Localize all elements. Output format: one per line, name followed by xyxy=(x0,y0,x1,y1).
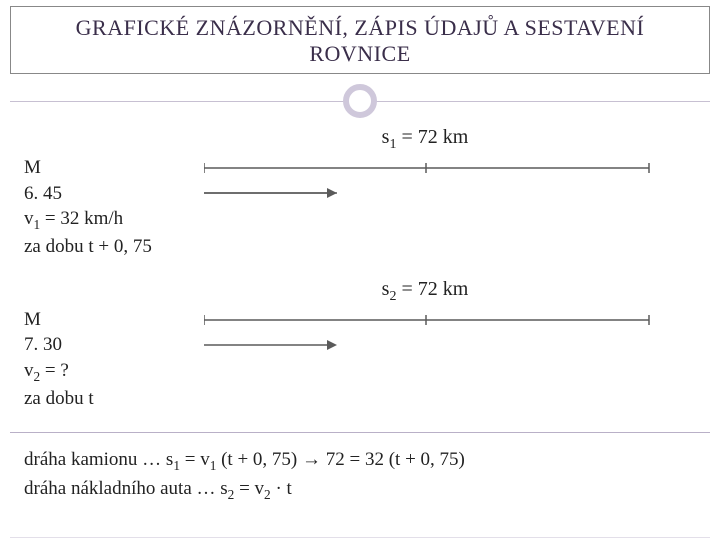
s1-label: s1 = 72 km xyxy=(154,126,696,153)
section2-leftcol: M 7. 30 v2 = ? za dobu t xyxy=(24,307,204,412)
s1-v-pre: v xyxy=(24,208,34,229)
eq2-a: dráha nákladního auta … s xyxy=(24,478,228,499)
s1-m: M xyxy=(24,155,41,181)
equations: dráha kamionu … s1 = v1 (t + 0, 75) → 72… xyxy=(24,446,465,504)
s2-label: s2 = 72 km xyxy=(154,278,696,305)
section2-row: M 7. 30 v2 = ? za dobu t xyxy=(24,307,696,412)
slide-title: GRAFICKÉ ZNÁZORNĚNÍ, ZÁPIS ÚDAJŮ A SESTA… xyxy=(23,15,697,67)
s1-v-post: = 32 km/h xyxy=(40,208,123,229)
s1-v: v1 = 32 km/h xyxy=(24,206,204,234)
content-area: s1 = 72 km M 6. 45 v1 = 32 km/h za dobu … xyxy=(24,126,696,411)
s2-v-pre: v xyxy=(24,360,34,381)
s2-post: = 72 km xyxy=(396,278,468,300)
eq1-a: dráha kamionu … s xyxy=(24,449,173,470)
s2-m: M xyxy=(24,307,41,333)
ring-decoration xyxy=(343,84,377,118)
eq1-c: = v xyxy=(180,449,210,470)
slide: GRAFICKÉ ZNÁZORNĚNÍ, ZÁPIS ÚDAJŮ A SESTA… xyxy=(0,6,720,546)
section2-diagram xyxy=(204,307,696,377)
s2-time: 7. 30 xyxy=(24,332,204,358)
s1-svg xyxy=(204,155,664,225)
s2-v: v2 = ? xyxy=(24,358,204,386)
eq2-d: 2 xyxy=(264,487,271,502)
section1-row: M 6. 45 v1 = 32 km/h za dobu t + 0, 75 xyxy=(24,155,696,260)
s2-duration: za dobu t xyxy=(24,386,204,412)
divider-line xyxy=(10,432,710,433)
eq2-e: · t xyxy=(271,478,292,499)
s2-svg xyxy=(204,307,664,377)
title-box: GRAFICKÉ ZNÁZORNĚNÍ, ZÁPIS ÚDAJŮ A SESTA… xyxy=(10,6,710,74)
s1-post: = 72 km xyxy=(396,126,468,148)
s1-duration: za dobu t + 0, 75 xyxy=(24,234,204,260)
footer-line xyxy=(10,537,710,538)
equation-1: dráha kamionu … s1 = v1 (t + 0, 75) → 72… xyxy=(24,446,465,475)
section1-leftcol: M 6. 45 v1 = 32 km/h za dobu t + 0, 75 xyxy=(24,155,204,260)
eq2-c: = v xyxy=(234,478,264,499)
equation-2: dráha nákladního auta … s2 = v2 · t xyxy=(24,475,465,504)
s2-v-post: = ? xyxy=(40,360,69,381)
section2-block: s2 = 72 km M 7. 30 v2 = ? za dobu t xyxy=(24,278,696,412)
eq1-e: (t + 0, 75) → 72 = 32 (t + 0, 75) xyxy=(216,449,465,470)
s1-time: 6. 45 xyxy=(24,181,204,207)
eq1-b: 1 xyxy=(173,458,180,473)
section1-diagram xyxy=(204,155,696,225)
